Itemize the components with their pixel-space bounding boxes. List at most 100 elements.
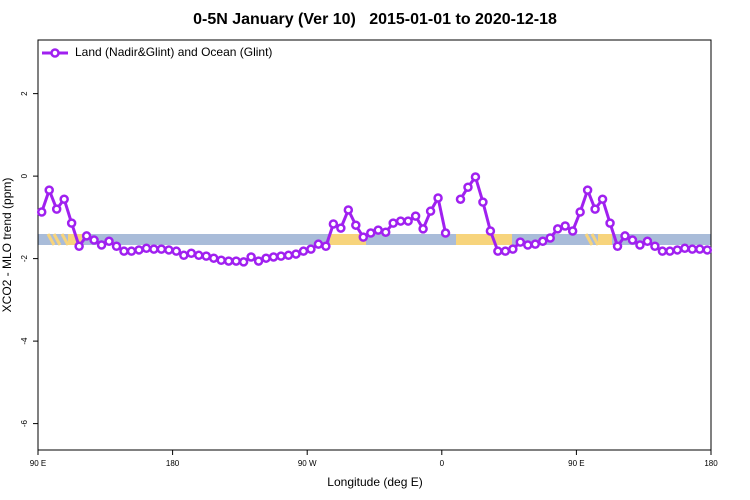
y-axis-label: XCO2 - MLO trend (ppm) [0, 178, 14, 313]
data-point [36, 207, 47, 217]
data-point [223, 256, 234, 266]
land-hatch [46, 233, 70, 246]
data-point [201, 251, 211, 261]
data-point [59, 194, 69, 204]
data-point [395, 216, 406, 226]
data-point [388, 218, 398, 228]
data-point [291, 249, 301, 259]
data-point [231, 256, 241, 266]
land-band [68, 234, 82, 245]
data-point [665, 246, 675, 256]
plot-frame [37, 39, 712, 451]
data-point [186, 248, 197, 258]
data-point [194, 250, 204, 261]
data-point [366, 228, 376, 238]
data-point [81, 231, 92, 241]
data-point [246, 252, 256, 262]
data-point [695, 244, 705, 254]
x-tick-label: 180 [166, 459, 180, 468]
data-point [515, 237, 526, 247]
data-point [156, 244, 167, 254]
data-point [538, 236, 548, 247]
data-point [575, 207, 585, 217]
data-point [590, 204, 600, 214]
data-point [605, 218, 615, 228]
data-point [306, 244, 316, 254]
data-point [582, 185, 593, 195]
data-point [96, 240, 107, 250]
data-point [478, 197, 488, 207]
data-point [612, 241, 623, 251]
data-point [208, 253, 219, 263]
data-point [418, 224, 428, 234]
data-point [261, 253, 271, 263]
data-point [171, 246, 182, 256]
data-point [403, 216, 413, 226]
x-tick-label: 90 E [568, 459, 584, 468]
data-point [283, 250, 294, 261]
data-point [530, 239, 541, 249]
y-tick-label: 2 [20, 91, 29, 96]
data-point [141, 243, 152, 254]
x-tick-label: 90 E [30, 459, 46, 468]
data-point [380, 227, 391, 237]
data-point [433, 193, 443, 203]
x-tick-label: 180 [704, 459, 718, 468]
x-tick-label: 90 W [298, 459, 317, 468]
data-point [470, 172, 481, 182]
data-point [111, 241, 122, 251]
data-point [164, 245, 174, 255]
data-point [253, 256, 264, 266]
data-point [321, 241, 331, 251]
data-point [238, 257, 249, 267]
data-point [552, 224, 563, 234]
data-point [620, 231, 630, 241]
data-point [66, 218, 77, 228]
data-point [126, 246, 137, 256]
data-point [343, 205, 354, 215]
data-point [74, 241, 84, 251]
data-point [463, 182, 473, 193]
y-tick-label: 0 [20, 173, 29, 178]
land-band [598, 234, 612, 245]
data-point [523, 240, 533, 250]
data-point [687, 244, 698, 254]
data-point [336, 223, 346, 233]
data-point [298, 246, 309, 256]
data-point [104, 236, 114, 247]
data-point [149, 244, 159, 254]
data-line [40, 185, 448, 264]
data-point [440, 228, 451, 238]
data-point [597, 194, 608, 204]
data-point [313, 239, 324, 249]
data-point [119, 246, 129, 256]
y-tick-label: -4 [20, 337, 29, 345]
x-axis-label: Longitude (deg E) [327, 475, 422, 489]
data-point [500, 246, 511, 256]
data-point [216, 255, 226, 266]
data-point [493, 246, 503, 256]
land-hatch [584, 233, 600, 246]
y-tick-label: -2 [20, 255, 29, 263]
data-point [328, 219, 339, 229]
legend-label: Land (Nadir&Glint) and Ocean (Glint) [75, 45, 272, 59]
data-point [373, 225, 383, 235]
data-point [51, 204, 62, 214]
land-ocean-band [38, 233, 711, 246]
data-point [455, 194, 466, 204]
data-point [508, 244, 518, 254]
data-point [642, 236, 653, 247]
data-point [545, 233, 555, 243]
data-point [560, 221, 570, 231]
x-tick-label: 0 [440, 459, 445, 468]
data-point [635, 240, 645, 250]
data-point [358, 232, 369, 242]
land-band [330, 234, 366, 245]
data-point [44, 185, 54, 195]
chart-title: 0-5N January (Ver 10) 2015-01-01 to 2020… [193, 11, 557, 28]
data-point [672, 245, 683, 255]
data-point [650, 241, 660, 251]
data-point [657, 246, 668, 256]
